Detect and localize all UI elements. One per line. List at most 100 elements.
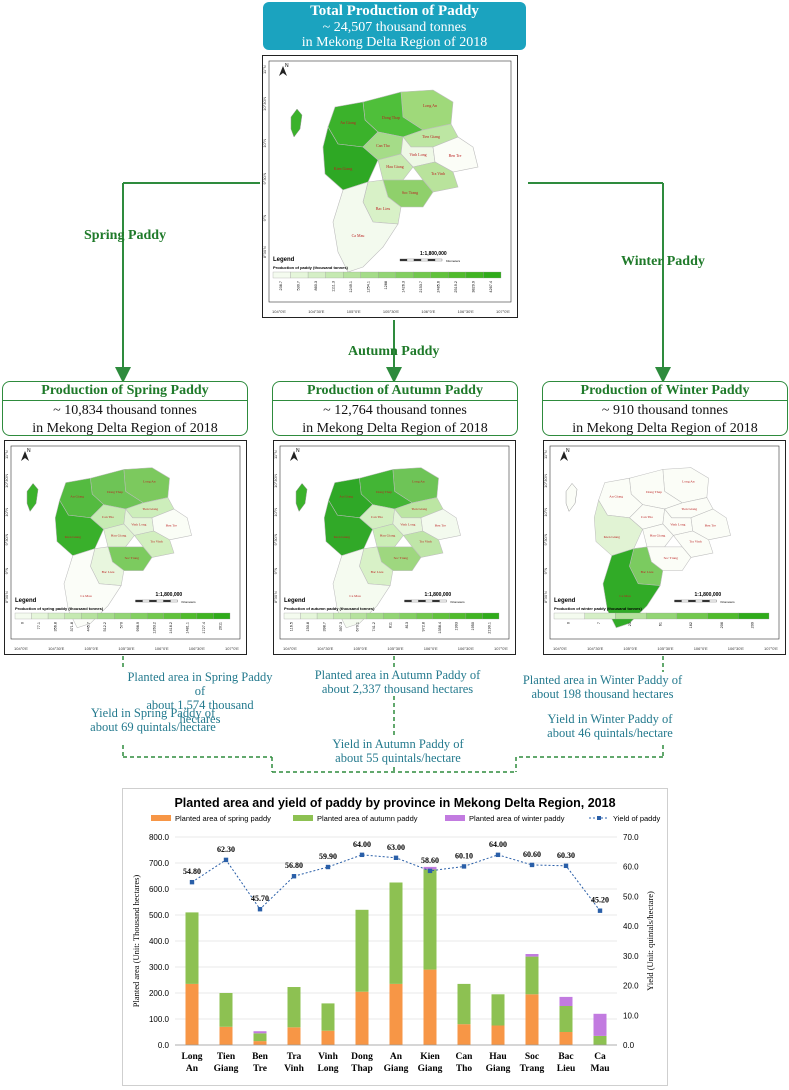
- lat-label: 10°N: [5, 508, 9, 517]
- legend-swatch: [445, 815, 465, 821]
- province-label: Can Tho: [641, 515, 653, 519]
- province-shape: [103, 523, 135, 548]
- legend-swatch: [395, 271, 414, 279]
- autumn-yield-line2: about 55 quintals/hectare: [335, 751, 461, 765]
- main-title: Total Production of Paddy: [310, 3, 479, 19]
- legend-tick: 398.7: [322, 622, 326, 632]
- y-tick-label: 0.0: [158, 1041, 170, 1050]
- bar-segment: [287, 1027, 301, 1045]
- map-legend-subtitle: Production of spring paddy (thousand ton…: [15, 606, 104, 611]
- svg-text:Kilometers: Kilometers: [451, 600, 466, 604]
- yield-point: [325, 864, 331, 870]
- legend-label: Planted area of autumn paddy: [317, 814, 418, 823]
- autumn-area-line1: Planted area in Autumn Paddy of: [314, 668, 481, 682]
- y-tick-label: 200.0: [149, 989, 170, 998]
- legend-tick: 0: [20, 622, 24, 624]
- winter-area-note: Planted area in Winter Paddy of about 19…: [515, 673, 690, 701]
- chart-title: Planted area and yield of paddy by provi…: [174, 796, 615, 810]
- lon-label: 105°0'E: [623, 646, 637, 651]
- lon-label: 105°30'E: [118, 646, 134, 651]
- category-label: Lieu: [557, 1064, 576, 1074]
- province-label: Ca Mau: [349, 594, 360, 598]
- lon-label: 106°30'E: [728, 646, 744, 651]
- category-label: Vinh: [284, 1064, 304, 1074]
- bar-segment: [355, 991, 369, 1045]
- lat-label: 10°30'N: [263, 97, 267, 111]
- province-label: Soc Trang: [394, 556, 409, 560]
- province-label: Vinh Long: [400, 523, 415, 527]
- lon-label: 106°0'E: [424, 646, 438, 651]
- y2-tick-label: 10.0: [623, 1011, 639, 1020]
- bar-segment: [457, 1024, 471, 1045]
- category-label: Mau: [591, 1064, 611, 1074]
- lon-label: 106°30'E: [458, 646, 474, 651]
- yield-data-label: 56.80: [285, 861, 303, 870]
- legend-swatch: [300, 612, 318, 620]
- legend-swatch: [316, 612, 334, 620]
- legend-swatch: [47, 612, 65, 620]
- yield-data-label: 45.70: [251, 894, 269, 903]
- legend-marker: [597, 816, 601, 820]
- yield-data-label: 58.60: [421, 856, 439, 865]
- island-shape: [565, 482, 578, 512]
- yield-point: [495, 852, 501, 858]
- lon-label: 105°30'E: [387, 646, 403, 651]
- legend-tick: 2153.7: [419, 281, 423, 293]
- province-label: Bac Lieu: [102, 570, 115, 574]
- yield-point: [257, 907, 263, 912]
- category-label: Kien: [420, 1052, 440, 1062]
- legend-tick: 2011: [219, 622, 223, 630]
- province-label: Hau Giang: [386, 164, 403, 169]
- province-shape: [602, 548, 661, 629]
- province-label: Can Tho: [102, 515, 114, 519]
- spring-area-note: Planted area in Spring Paddy of about 1,…: [125, 670, 275, 726]
- province-label: Tien Giang: [681, 507, 697, 511]
- lat-label: 10°N: [274, 508, 278, 517]
- category-label: Tra: [287, 1052, 302, 1062]
- main-region: in Mekong Delta Region of 2018: [301, 35, 488, 50]
- legend-swatch: [333, 612, 351, 620]
- yield-data-label: 60.10: [455, 851, 473, 860]
- legend-tick: 397.3: [339, 622, 343, 632]
- province-label: Vinh Long: [670, 523, 685, 527]
- legend-swatch: [64, 612, 82, 620]
- map-scale-label: 1:1,800,000: [695, 592, 722, 598]
- map-autumn-production: 11°N 10°30'N 10°N 9°30'N 9°N 8°30'N 104°0'E 104…: [273, 440, 516, 655]
- north-arrow-icon: N: [279, 63, 289, 76]
- legend-tick: 1254.1: [366, 281, 370, 293]
- map-autumn-graphic: 11°N 10°30'N 10°N 9°30'N 9°N 8°30'N 104°0'E 104…: [274, 445, 510, 651]
- legend-swatch: [360, 271, 379, 279]
- legend-tick: 2190.1: [488, 622, 492, 634]
- lat-label: 8°30'N: [274, 591, 278, 603]
- province-label: Bac Lieu: [371, 570, 384, 574]
- category-label: Hau: [489, 1052, 507, 1062]
- legend-swatch: [151, 815, 171, 821]
- lon-label: 107°0'E: [225, 646, 239, 651]
- island-shape: [295, 482, 308, 512]
- lon-label: 105°0'E: [84, 646, 98, 651]
- legend-tick: 116.5: [289, 622, 293, 631]
- legend-swatch: [180, 612, 198, 620]
- legend-swatch: [399, 612, 417, 620]
- legend-swatch: [31, 612, 49, 620]
- legend-tick: 206: [720, 622, 724, 628]
- legend-swatch: [350, 612, 367, 620]
- province-shape: [63, 548, 122, 629]
- legend-swatch: [378, 271, 396, 279]
- province-label: Long An: [423, 103, 437, 108]
- lon-label: 104°0'E: [14, 646, 28, 651]
- y-tick-label: 300.0: [149, 963, 170, 972]
- yield-data-label: 62.30: [217, 845, 235, 854]
- province-label: Tra Vinh: [150, 539, 163, 543]
- legend-tick: 2485.6: [437, 281, 441, 293]
- winter-box-total: ~ 910 thousand tonnes: [601, 403, 729, 418]
- yield-data-label: 54.80: [183, 867, 201, 876]
- bar-segment: [525, 956, 539, 995]
- yield-point: [461, 864, 467, 869]
- legend-tick: 445.7: [86, 622, 90, 632]
- province-label: Kien Giang: [604, 535, 621, 539]
- bar-segment: [185, 983, 199, 1045]
- category-label: Dong: [351, 1052, 373, 1062]
- lon-label: 104°30'E: [308, 309, 324, 314]
- legend-swatch: [290, 271, 309, 279]
